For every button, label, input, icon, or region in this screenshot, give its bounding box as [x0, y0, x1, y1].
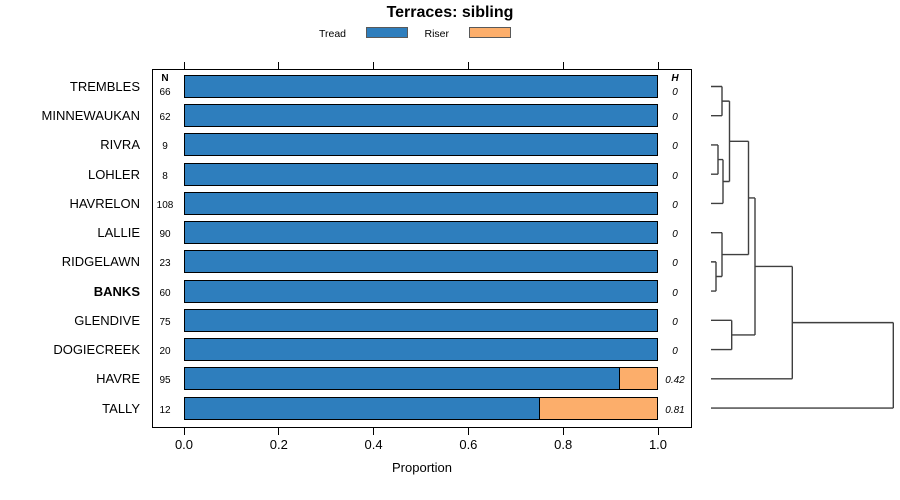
h-value: 0 — [672, 87, 678, 98]
n-value: 23 — [159, 258, 171, 270]
n-value: 62 — [159, 112, 171, 124]
bar — [184, 191, 658, 215]
h-value: 0 — [672, 170, 678, 182]
n-value: 66 — [159, 87, 171, 98]
bar — [184, 250, 658, 274]
n-value: 95 — [159, 375, 171, 387]
n-value: 90 — [159, 229, 171, 241]
n-value: 108 — [156, 199, 174, 211]
h-value: 0 — [672, 287, 678, 299]
x-axis-label: Proportion — [392, 460, 452, 475]
x-tick-label: 0.2 — [269, 437, 288, 452]
x-tick — [183, 62, 185, 69]
y-axis-label: LOHLER — [87, 166, 140, 182]
y-axis-label: TREMBLES — [69, 79, 140, 94]
n-column-header: N — [161, 73, 169, 84]
bar — [184, 104, 658, 128]
y-axis-label: HAVRELON — [69, 195, 140, 211]
legend-label-riser: Riser — [424, 28, 449, 40]
h-value: 0 — [672, 141, 678, 153]
dendrogram-lines — [711, 85, 894, 409]
y-axis-label: BANKS — [93, 283, 140, 299]
plot-box — [152, 69, 692, 428]
y-axis-label: DOGIECREEK — [53, 342, 140, 358]
n-value: 60 — [159, 287, 171, 299]
n-value: 20 — [159, 346, 171, 358]
bar — [184, 279, 658, 303]
h-value: 0 — [672, 316, 678, 328]
legend-label-tread: Tread — [318, 28, 346, 40]
y-axis-label: RIVRA — [100, 137, 140, 153]
bar-segment-riser — [619, 368, 657, 390]
h-value: 0.42 — [665, 375, 685, 387]
bar — [184, 133, 658, 157]
x-tick-label: 0.0 — [174, 437, 194, 452]
chart-title: Terraces: sibling — [386, 4, 514, 21]
y-axis-label: GLENDIVE — [74, 312, 140, 328]
tread-swatch-icon — [366, 27, 408, 38]
h-value: 0 — [672, 229, 678, 241]
x-tick — [467, 62, 469, 69]
n-value: 8 — [162, 170, 168, 182]
y-axis-label: RIDGELAWN — [61, 254, 140, 270]
x-tick — [467, 428, 469, 435]
bar — [184, 221, 658, 245]
x-tick — [562, 428, 564, 435]
x-tick — [373, 62, 375, 69]
h-column-header: H — [671, 73, 679, 84]
x-tick — [278, 62, 280, 69]
n-value: 9 — [162, 141, 168, 153]
riser-swatch-icon — [469, 27, 511, 38]
x-tick-label: 0.4 — [364, 437, 383, 452]
n-value: 75 — [159, 316, 171, 328]
bar — [184, 308, 658, 332]
x-tick-label: 1.0 — [648, 437, 668, 452]
bar — [184, 338, 658, 362]
h-value: 0 — [672, 112, 678, 124]
y-axis-label: LALLIE — [97, 225, 140, 241]
bar — [184, 75, 658, 98]
n-value: 12 — [159, 404, 171, 416]
y-axis-label: MINNEWAUKAN — [41, 108, 140, 124]
h-value: 0 — [672, 346, 678, 358]
bar — [184, 162, 658, 186]
x-tick — [657, 62, 659, 69]
y-axis-label: HAVRE — [96, 371, 140, 387]
bar-segment-riser — [539, 397, 657, 419]
h-value: 0.81 — [665, 404, 685, 416]
bar — [184, 396, 658, 420]
bar — [184, 367, 658, 391]
y-axis-label: TALLY — [102, 400, 140, 416]
h-value: 0 — [672, 199, 678, 211]
x-tick — [657, 428, 659, 435]
h-value: 0 — [672, 258, 678, 270]
x-tick — [278, 428, 280, 435]
x-tick-label: 0.8 — [554, 437, 573, 452]
x-tick — [373, 428, 375, 435]
x-tick — [183, 428, 185, 435]
x-tick — [562, 62, 564, 69]
x-tick-label: 0.6 — [459, 437, 478, 452]
